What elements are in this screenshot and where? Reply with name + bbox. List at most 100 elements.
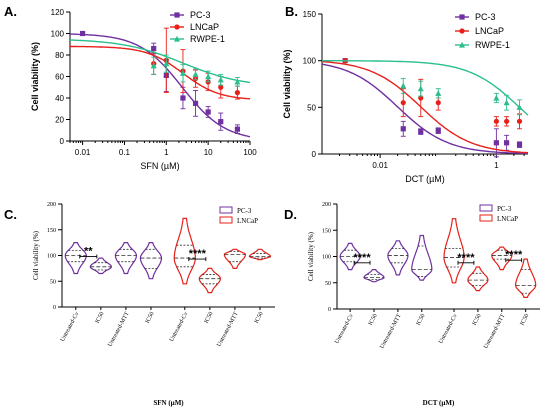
legend-label: LNCaP xyxy=(475,26,504,36)
violin-pc-3 xyxy=(89,257,113,275)
violin-lncap xyxy=(443,218,465,284)
legend-marker xyxy=(459,41,465,48)
legend-label: RWPE-1 xyxy=(190,34,225,44)
x-tick-label: IC50 xyxy=(416,313,427,326)
data-point-lncap xyxy=(435,100,441,106)
y-tick-label: 100 xyxy=(51,30,65,39)
x-tick-label: Untreated-Cv xyxy=(169,311,190,343)
data-point-rwpe-1 xyxy=(179,70,186,76)
violin-lncap xyxy=(514,258,537,298)
data-point-pc-3 xyxy=(205,109,211,115)
y-tick-label: 0 xyxy=(328,307,331,313)
data-point-lncap xyxy=(493,118,499,124)
violin-lncap xyxy=(223,248,246,269)
x-tick-label: Untreated-MTT xyxy=(107,311,130,348)
data-point-lncap xyxy=(504,118,510,124)
data-point-lncap xyxy=(400,100,406,106)
data-point-lncap xyxy=(218,84,224,90)
y-tick-label: 150 xyxy=(322,228,331,234)
data-point-pc-3 xyxy=(234,126,241,132)
x-tick-label: Untreated-Cv xyxy=(60,311,81,343)
data-point-pc-3 xyxy=(151,45,157,52)
legend-label: PC-3 xyxy=(237,207,252,215)
panel-b-dose-response-dct: B. 0 50 100 150 0.01 1 Cell viability (%) DCT (µ… xyxy=(282,4,529,184)
y-tick-label: 150 xyxy=(303,10,317,19)
x-axis-title: SFN (µM) xyxy=(140,161,179,171)
data-point-rwpe-1 xyxy=(400,82,407,89)
x-axis-title: SFN (µM) xyxy=(153,399,184,407)
violin-pc-3 xyxy=(139,242,163,280)
x-tick-label: 0.01 xyxy=(372,161,388,170)
data-point-pc-3 xyxy=(180,95,186,101)
data-point-rwpe-1 xyxy=(163,60,170,67)
y-tick-label: 60 xyxy=(55,73,64,82)
violin-lncap xyxy=(173,217,196,285)
data-point-rwpe-1 xyxy=(503,99,510,106)
x-tick-label: 0.01 xyxy=(75,148,91,157)
x-axis-title: DCT (µM) xyxy=(405,174,445,184)
violin-lncap xyxy=(248,248,272,261)
x-tick-label: IC50 xyxy=(520,313,531,326)
y-tick-label: 200 xyxy=(322,202,331,208)
fit-curve-pc-3 xyxy=(321,63,529,155)
y-axis-title: Cell viability (%) xyxy=(307,231,315,281)
panel-label: C. xyxy=(4,207,17,222)
y-tick-label: 0 xyxy=(53,305,56,311)
x-tick-label: Untreated-MTT xyxy=(379,313,402,350)
x-tick-label: 100 xyxy=(243,148,257,157)
y-tick-label: 50 xyxy=(307,103,316,112)
x-tick-label: IC50 xyxy=(95,311,106,324)
data-point-rwpe-1 xyxy=(417,85,424,92)
data-point-pc-3 xyxy=(493,140,499,146)
panel-label: D. xyxy=(284,207,297,222)
x-tick-label: IC50 xyxy=(368,313,379,326)
y-tick-label: 50 xyxy=(50,279,56,285)
x-tick-label: Untreated-MTT xyxy=(483,313,506,350)
legend-swatch xyxy=(479,204,493,212)
legend-marker xyxy=(459,14,465,20)
data-point-pc-3 xyxy=(192,100,199,106)
significance-label: ** xyxy=(84,246,93,258)
y-tick-label: 150 xyxy=(47,228,56,234)
violin-lncap xyxy=(467,266,489,292)
panel-label: A. xyxy=(4,4,17,19)
panel-c-violin-sfn: C. 0 50 100 150 200 Cell viability (%) SFN (µM)… xyxy=(4,202,275,407)
legend-marker xyxy=(459,28,465,34)
violin-pc-3 xyxy=(387,240,409,276)
data-point-pc-3 xyxy=(435,128,441,134)
data-point-lncap xyxy=(418,95,424,101)
data-point-pc-3 xyxy=(400,126,406,132)
y-tick-label: 100 xyxy=(322,255,331,261)
fit-curve-lncap xyxy=(70,45,251,100)
y-axis-title: Cell viability (%) xyxy=(282,49,292,118)
data-point-rwpe-1 xyxy=(516,104,523,110)
fit-curve-rwpe-1 xyxy=(322,60,529,116)
x-tick-label: IC50 xyxy=(472,313,483,326)
x-tick-label: 1 xyxy=(494,161,499,170)
fit-curve-pc-3 xyxy=(70,33,251,138)
data-point-rwpe-1 xyxy=(217,76,224,83)
y-tick-label: 20 xyxy=(55,116,64,125)
violin-pc-3 xyxy=(363,269,385,283)
data-point-rwpe-1 xyxy=(234,78,241,85)
panel-d-violin-dct: D. 0 50 100 150 200 Cell viability (%) DCT (µM)… xyxy=(284,202,540,407)
x-tick-label: 0.1 xyxy=(119,148,131,157)
y-tick-label: 100 xyxy=(47,254,56,260)
data-point-rwpe-1 xyxy=(435,90,442,96)
x-tick-label: Untreated-Cv xyxy=(334,313,355,345)
data-point-pc-3 xyxy=(79,30,86,37)
significance-label: **** xyxy=(354,252,372,264)
legend-label: PC-3 xyxy=(475,12,496,22)
panel-a-dose-response-sfn: A. 0 20 40 60 80 100 120 0.01 0.1 1 10 100 Cell viabi… xyxy=(4,4,257,171)
fit-curve-rwpe-1 xyxy=(69,39,251,84)
x-tick-label: 10 xyxy=(204,148,213,157)
data-point-pc-3 xyxy=(504,140,510,146)
y-tick-label: 200 xyxy=(47,202,56,208)
significance-label: **** xyxy=(189,248,207,260)
data-point-rwpe-1 xyxy=(150,62,157,69)
significance-label: **** xyxy=(457,252,475,264)
legend-marker xyxy=(174,12,180,18)
legend-marker xyxy=(174,24,180,30)
y-tick-label: 50 xyxy=(325,281,331,287)
x-tick-label: IC50 xyxy=(204,311,215,324)
